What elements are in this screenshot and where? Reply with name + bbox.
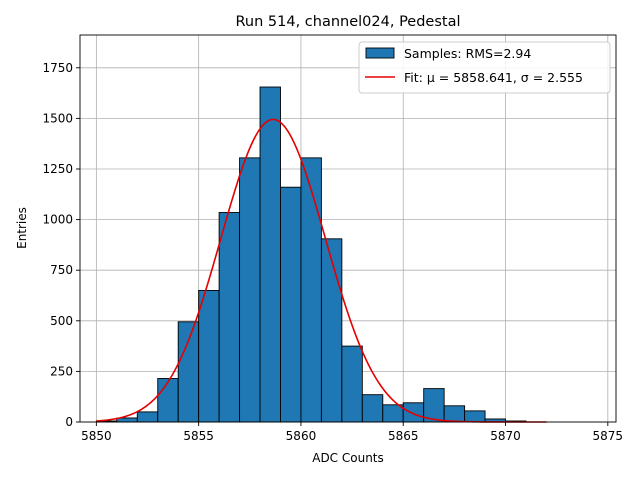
y-tick-label: 500: [50, 314, 73, 328]
y-tick-label: 1250: [42, 162, 73, 176]
plot-frame: [79, 34, 617, 423]
legend-samples-label: Samples: RMS=2.94: [404, 46, 531, 61]
x-tick-label: 5875: [593, 429, 624, 443]
x-tick-label: 5850: [81, 429, 112, 443]
histogram-bar: [136, 411, 159, 423]
y-axis-ticks: 0 250 500 750 1000 1250 1500 1750: [42, 61, 80, 429]
histogram-bar: [320, 238, 343, 423]
y-tick-label: 0: [65, 415, 73, 429]
chart-title: Run 514, channel024, Pedestal: [235, 14, 460, 30]
histogram-bar: [239, 157, 261, 423]
x-axis-ticks: 5850 5855 5860 5865 5870 5875: [81, 422, 623, 443]
x-tick-label: 5860: [286, 429, 317, 443]
histogram-bar: [361, 394, 384, 423]
histogram-bar: [177, 321, 200, 423]
x-axis-label: ADC Counts: [312, 451, 384, 465]
y-tick-label: 1750: [42, 61, 73, 75]
histogram-bar: [402, 402, 425, 423]
y-tick-label: 1500: [42, 111, 73, 125]
y-tick-label: 250: [50, 364, 73, 378]
histogram-bar: [259, 86, 281, 423]
histogram-bars: [95, 86, 527, 423]
histogram-bar: [300, 157, 322, 423]
legend-fit-label: Fit: μ = 5858.641, σ = 2.555: [404, 70, 583, 85]
histogram-bar: [443, 405, 466, 423]
histogram-bar: [218, 212, 241, 423]
histogram-bar: [157, 378, 179, 423]
histogram-bar: [423, 388, 445, 423]
histogram-bar: [464, 410, 486, 423]
histogram-bar: [341, 345, 363, 423]
legend: Samples: RMS=2.94 Fit: μ = 5858.641, σ =…: [358, 41, 611, 94]
x-tick-label: 5855: [183, 429, 214, 443]
y-tick-label: 750: [50, 263, 73, 277]
y-axis-label: Entries: [15, 207, 29, 249]
histogram-bar: [280, 186, 302, 423]
histogram-bar: [198, 289, 220, 423]
y-tick-label: 1000: [42, 213, 73, 227]
histogram-bar: [382, 404, 404, 423]
legend-samples-swatch: [365, 47, 395, 59]
x-tick-label: 5870: [490, 429, 521, 443]
legend-box: [358, 41, 611, 94]
x-tick-label: 5865: [388, 429, 419, 443]
